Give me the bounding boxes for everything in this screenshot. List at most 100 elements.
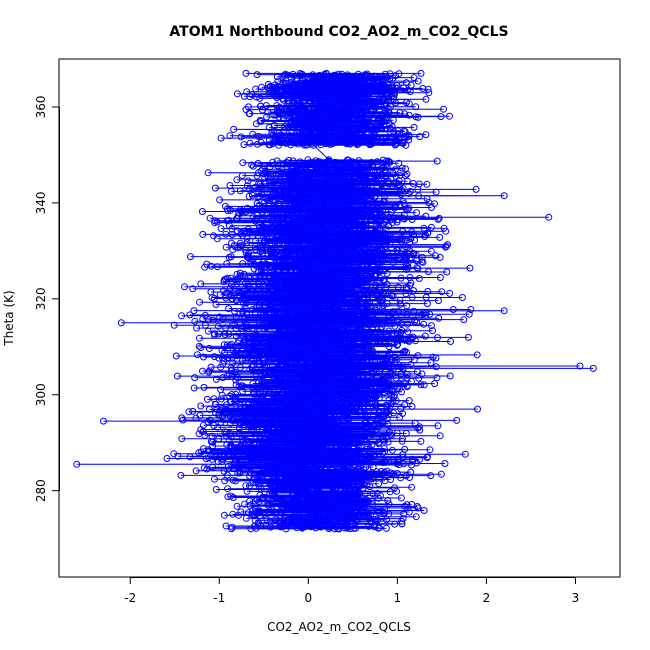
data-point (373, 489, 381, 497)
data-point (251, 505, 259, 513)
data-point (220, 467, 228, 475)
data-point (265, 509, 273, 517)
data-point (280, 513, 288, 521)
data-point (335, 514, 343, 522)
data-point (300, 511, 307, 519)
data-point (265, 462, 272, 470)
data-point (327, 519, 335, 527)
data-point (364, 510, 371, 518)
data-point (383, 516, 390, 524)
data-point (273, 503, 281, 511)
data-point (246, 472, 254, 480)
data-point (257, 472, 265, 480)
data-point (284, 470, 292, 478)
data-point (416, 456, 423, 463)
data-point (237, 508, 245, 516)
data-point (355, 483, 363, 491)
data-point (357, 497, 365, 505)
data-point (352, 524, 360, 532)
data-point (289, 499, 297, 507)
data-point (229, 476, 237, 484)
data-point (224, 493, 232, 501)
data-point (271, 516, 279, 524)
data-point (255, 507, 263, 515)
data-point (393, 487, 401, 495)
data-point (385, 510, 393, 518)
data-point (310, 472, 318, 480)
data-point (427, 472, 435, 480)
data-point (250, 470, 258, 478)
data-point (241, 500, 249, 508)
data-point (398, 520, 406, 528)
data-point (335, 505, 343, 513)
data-point (391, 484, 399, 492)
data-point (401, 502, 409, 510)
data-point (346, 508, 354, 516)
data-point (288, 503, 296, 511)
data-point (391, 520, 399, 528)
data-point (254, 459, 262, 467)
data-point (375, 524, 383, 532)
data-point (249, 479, 257, 487)
data-point (399, 515, 407, 523)
data-point (356, 467, 364, 475)
data-point (385, 500, 393, 508)
data-point (209, 463, 217, 471)
data-point (212, 486, 220, 493)
data-point (387, 476, 395, 483)
data-point (317, 523, 325, 531)
data-point (412, 513, 420, 521)
chart-title: ATOM1 Northbound CO2_AO2_m_CO2_QCLS (169, 24, 508, 40)
data-point (382, 524, 390, 532)
data-point (322, 490, 330, 498)
data-point (200, 464, 208, 472)
data-point (220, 511, 228, 519)
data-point (285, 466, 293, 474)
data-point (390, 470, 398, 478)
data-point (205, 454, 213, 462)
data-point (405, 508, 413, 516)
data-point (289, 513, 297, 521)
data-point (420, 507, 428, 514)
data-point (373, 507, 381, 515)
data-point (373, 468, 381, 476)
data-point (345, 459, 353, 466)
data-point (280, 470, 288, 478)
data-point (264, 500, 272, 508)
data-point (227, 492, 235, 500)
data-point (242, 482, 250, 490)
data-point (371, 516, 379, 523)
data-point (221, 477, 229, 485)
data-point (345, 509, 352, 517)
data-point (382, 458, 390, 466)
data-point (399, 454, 407, 461)
data-point (378, 458, 385, 466)
data-point (386, 488, 394, 496)
data-point (437, 470, 445, 478)
data-point (381, 457, 389, 465)
data-point (441, 460, 449, 467)
data-point (368, 498, 376, 505)
data-point (345, 480, 352, 488)
data-point (222, 522, 230, 530)
data-point (177, 471, 185, 479)
data-point (408, 483, 416, 491)
data-point (375, 480, 383, 488)
data-point (163, 455, 171, 462)
data-point (266, 463, 274, 471)
data-point (362, 463, 370, 471)
data-point (342, 517, 350, 524)
data-point (252, 459, 260, 467)
data-point (289, 515, 297, 523)
data-point (397, 494, 405, 502)
data-point (216, 453, 224, 461)
data-point (192, 467, 200, 475)
data-layer (73, 69, 597, 533)
data-point (236, 456, 244, 464)
data-point (380, 473, 388, 481)
data-point (304, 517, 311, 525)
data-point (389, 456, 397, 464)
data-point (211, 475, 218, 483)
data-point (229, 510, 237, 518)
